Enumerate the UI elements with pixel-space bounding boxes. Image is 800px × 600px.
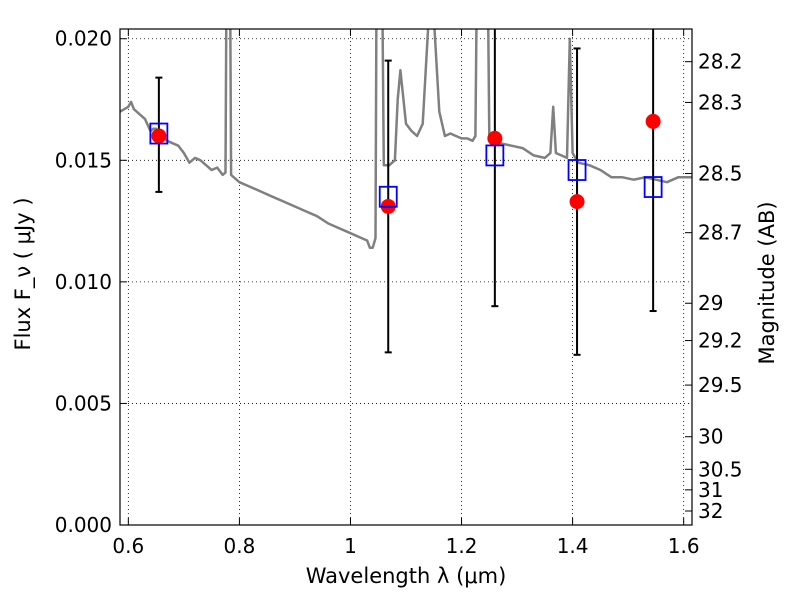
model-flux-square	[567, 159, 587, 181]
right-tick-label: 30.5	[698, 457, 743, 481]
right-tick-label: 30	[698, 425, 723, 449]
right-tick-label: 28.7	[698, 221, 743, 245]
model-flux-square	[643, 176, 663, 198]
y-tick-label: 0.015	[55, 148, 112, 172]
plot-area	[120, 29, 692, 356]
y-tick-label: 0.005	[55, 391, 112, 415]
right-tick-label: 29.5	[698, 373, 743, 397]
right-tick-label: 32	[698, 499, 723, 523]
right-tick-label: 29.2	[698, 329, 743, 353]
x-tick-label: 0.6	[112, 534, 144, 558]
grid-lines	[120, 29, 692, 526]
model-spectrum-line	[120, 29, 692, 250]
observed-flux-point	[569, 194, 585, 210]
error-bar	[649, 29, 657, 313]
right-tick-label: 28.5	[698, 162, 743, 186]
y-tick-label: 0.010	[55, 270, 112, 294]
x-tick-label: 1	[344, 534, 357, 558]
right-tick-label: 28.3	[698, 90, 743, 114]
right-y-axis-label: Magnitude (AB)	[755, 201, 779, 364]
observed-flux-point	[645, 113, 661, 129]
right-tick-label: 29	[698, 291, 723, 315]
right-tick-label: 31	[698, 478, 723, 502]
axes: 0.6 0.8 1 1.2 1.4 1.6 0.000 0.005 0.010 0.015 0.02…	[55, 27, 743, 558]
y-tick-label: 0.000	[55, 513, 112, 537]
observed-flux-point	[487, 130, 503, 146]
error-bar	[491, 29, 499, 308]
plot-frame	[119, 28, 693, 526]
model-flux-square	[485, 144, 505, 167]
observed-flux-point	[151, 128, 167, 144]
y-axis-label: Flux F_ν ( μJy )	[11, 197, 36, 350]
x-tick-label: 1.6	[668, 534, 700, 558]
model-flux-square	[378, 185, 398, 208]
x-tick-label: 0.8	[223, 534, 255, 558]
x-tick-label: 1.4	[557, 534, 589, 558]
x-axis-label: Wavelength λ (μm)	[306, 564, 507, 588]
model-flux-square	[149, 122, 169, 145]
y-tick-label: 0.020	[55, 27, 112, 51]
x-tick-label: 1.2	[446, 534, 478, 558]
right-tick-label: 28.2	[698, 50, 743, 74]
